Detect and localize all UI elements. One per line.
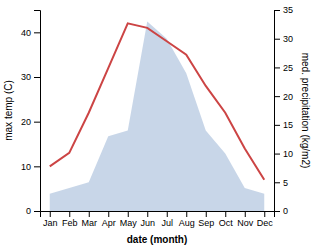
- y-axis-title: max temp (C): [3, 80, 14, 141]
- tick-mark: [274, 67, 280, 68]
- tick-label: Apr: [102, 218, 116, 228]
- axis-line: [41, 212, 275, 218]
- chart: Jan Feb Mar Apr MayJun Jul AugSep OctNovDec 0 10 2…: [0, 0, 318, 247]
- tick-label: 30: [283, 34, 293, 44]
- tick-label: Jul: [161, 218, 173, 228]
- tick: 25: [274, 63, 293, 73]
- tick-label: Aug: [179, 218, 195, 228]
- tick-label: Sep: [198, 218, 214, 228]
- y2-axis: 0 5 10 15 20 25 30 35: [274, 5, 293, 216]
- tick-mark: [225, 211, 226, 217]
- tick-mark: [69, 211, 70, 217]
- tick-label: 15: [283, 120, 293, 130]
- tick: 0: [274, 206, 288, 216]
- tick: Nov: [237, 211, 254, 228]
- tick: Jan: [43, 211, 58, 228]
- tick: Oct: [219, 211, 234, 228]
- tick: 40: [21, 28, 40, 38]
- tick-mark: [274, 154, 280, 155]
- tick-mark: [206, 211, 207, 217]
- tick: Apr: [102, 211, 116, 228]
- tick-label: 10: [21, 162, 31, 172]
- tick-label: 35: [283, 5, 293, 15]
- tick: 35: [274, 5, 293, 15]
- tick: 30: [274, 34, 293, 44]
- tick-mark: [274, 96, 280, 97]
- tick-label: 0: [26, 206, 31, 216]
- y2-axis-title: med. precipitation (kg/m2): [300, 53, 311, 169]
- tick-label: Jan: [43, 218, 58, 228]
- tick-label: Feb: [62, 218, 78, 228]
- tick-mark: [34, 77, 40, 78]
- tick: 10: [274, 149, 293, 159]
- y-axis: 0 10 20 30 40: [21, 11, 41, 217]
- tick: Jul: [161, 211, 173, 228]
- tick: Feb: [62, 211, 78, 228]
- tick-mark: [34, 166, 40, 167]
- axis-line: [34, 11, 41, 212]
- x-axis: Jan Feb Mar Apr MayJun Jul AugSep OctNovDec: [41, 211, 275, 228]
- tick-label: Nov: [237, 218, 254, 228]
- tick-label: 5: [283, 178, 288, 188]
- tick-mark: [147, 211, 148, 217]
- tick: 30: [21, 72, 40, 82]
- tick-label: 25: [283, 63, 293, 73]
- tick-mark: [274, 182, 280, 183]
- tick-label: 0: [283, 206, 288, 216]
- tick-label: 20: [21, 117, 31, 127]
- tick: May: [120, 211, 138, 228]
- tick-label: 20: [283, 92, 293, 102]
- tick-mark: [274, 39, 280, 40]
- tick-mark: [50, 211, 51, 217]
- area: [50, 21, 265, 211]
- marks: [50, 21, 265, 211]
- tick: Dec: [257, 211, 274, 228]
- tick-label: May: [120, 218, 138, 228]
- tick-mark: [274, 10, 280, 11]
- tick: 20: [21, 117, 40, 127]
- tick-mark: [245, 211, 246, 217]
- tick: Sep: [198, 211, 214, 228]
- line: [50, 23, 265, 179]
- tick-mark: [167, 211, 168, 217]
- tick-label: 10: [283, 149, 293, 159]
- tick-label: Mar: [82, 218, 98, 228]
- tick: 20: [274, 92, 293, 102]
- tick-mark: [108, 211, 109, 217]
- tick: Mar: [82, 211, 98, 228]
- axis-line: [275, 11, 281, 212]
- tick-mark: [34, 211, 40, 212]
- tick-label: 30: [21, 72, 31, 82]
- tick: 0: [26, 206, 40, 216]
- tick-mark: [274, 125, 280, 126]
- tick-mark: [274, 211, 280, 212]
- tick-mark: [186, 211, 187, 217]
- tick-mark: [89, 211, 90, 217]
- tick-mark: [34, 122, 40, 123]
- tick-label: Jun: [140, 218, 155, 228]
- tick: 5: [274, 178, 288, 188]
- tick-label: 40: [21, 28, 31, 38]
- x-axis-title: date (month): [127, 234, 188, 245]
- tick-mark: [34, 32, 40, 33]
- tick: 15: [274, 120, 293, 130]
- tick-mark: [128, 211, 129, 217]
- tick: 10: [21, 162, 40, 172]
- tick-mark: [264, 211, 265, 217]
- plot: Jan Feb Mar Apr MayJun Jul AugSep OctNovDec 0 10 2…: [3, 5, 311, 245]
- tick: Jun: [140, 211, 155, 228]
- tick-label: Dec: [257, 218, 274, 228]
- tick: Aug: [179, 211, 195, 228]
- tick-label: Oct: [219, 218, 234, 228]
